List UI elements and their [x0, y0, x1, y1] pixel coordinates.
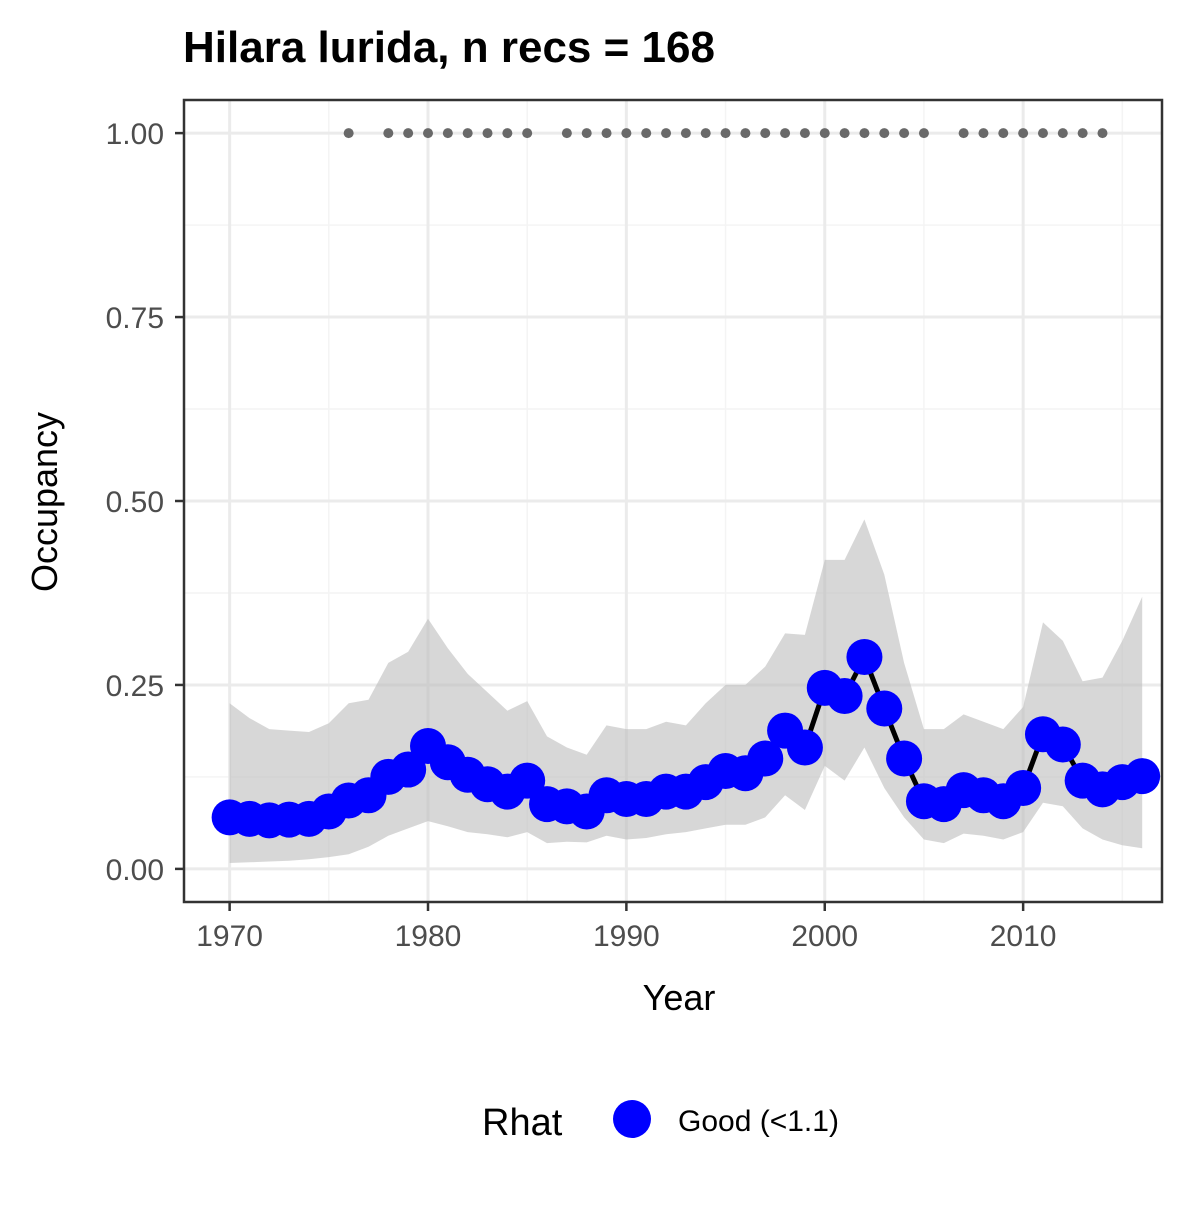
record-year-dot	[1057, 128, 1068, 139]
occupancy-point	[886, 740, 923, 777]
chart-title: Hilara lurida, n recs = 168	[183, 23, 715, 72]
record-year-dot	[720, 128, 731, 139]
y-axis-label: Occupancy	[24, 412, 65, 592]
record-year-dot	[859, 128, 870, 139]
legend-key-good	[613, 1100, 651, 1138]
y-tick-label: 0.75	[106, 302, 164, 335]
record-year-dot	[462, 128, 473, 139]
occupancy-point	[866, 690, 903, 727]
record-year-dot	[641, 128, 652, 139]
record-year-dot	[423, 128, 434, 139]
occupancy-point	[747, 740, 784, 777]
record-year-dot	[839, 128, 850, 139]
record-year-dot	[561, 128, 572, 139]
occupancy-point	[509, 762, 546, 799]
record-year-dot	[680, 128, 691, 139]
x-tick-label: 2000	[791, 920, 858, 953]
record-year-dot	[899, 128, 910, 139]
record-year-dot	[819, 128, 830, 139]
occupancy-point	[786, 729, 823, 766]
record-year-dot	[958, 128, 969, 139]
y-tick-label: 0.25	[106, 670, 164, 703]
record-year-dot	[482, 128, 493, 139]
record-year-dot	[1037, 128, 1048, 139]
occupancy-point	[1044, 726, 1081, 763]
legend-title: Rhat	[482, 1102, 563, 1144]
x-tick-label: 2010	[990, 920, 1057, 953]
record-year-dot	[978, 128, 989, 139]
record-year-dot	[760, 128, 771, 139]
y-tick-label: 1.00	[106, 118, 164, 151]
record-year-dot	[1097, 128, 1108, 139]
record-year-dot	[522, 128, 533, 139]
y-tick-label: 0.00	[106, 854, 164, 887]
occupancy-point	[826, 677, 863, 714]
record-year-dot	[780, 128, 791, 139]
record-year-dot	[740, 128, 751, 139]
record-year-dot	[343, 128, 354, 139]
record-year-dot	[700, 128, 711, 139]
legend: Rhat Good (<1.1)	[482, 1100, 839, 1144]
record-year-dot	[799, 128, 810, 139]
record-year-dot	[502, 128, 513, 139]
occupancy-point	[1124, 758, 1161, 795]
x-tick-label: 1970	[196, 920, 263, 953]
record-year-dot	[621, 128, 632, 139]
record-year-dot	[581, 128, 592, 139]
record-year-dot	[879, 128, 890, 139]
legend-label-good: Good (<1.1)	[678, 1105, 839, 1138]
occupancy-point	[390, 751, 427, 788]
x-tick-label: 1980	[395, 920, 462, 953]
record-year-dot	[403, 128, 414, 139]
record-year-dot	[1018, 128, 1029, 139]
record-year-dot	[442, 128, 453, 139]
record-year-dot	[383, 128, 394, 139]
occupancy-point	[1005, 769, 1042, 806]
record-year-dot	[1077, 128, 1088, 139]
record-year-dot	[998, 128, 1009, 139]
x-tick-label: 1990	[593, 920, 660, 953]
record-year-dot	[661, 128, 672, 139]
record-year-dot	[601, 128, 612, 139]
record-year-dot	[918, 128, 929, 139]
x-axis-label: Year	[643, 977, 716, 1018]
y-tick-label: 0.50	[106, 486, 164, 519]
occupancy-point	[846, 638, 883, 675]
